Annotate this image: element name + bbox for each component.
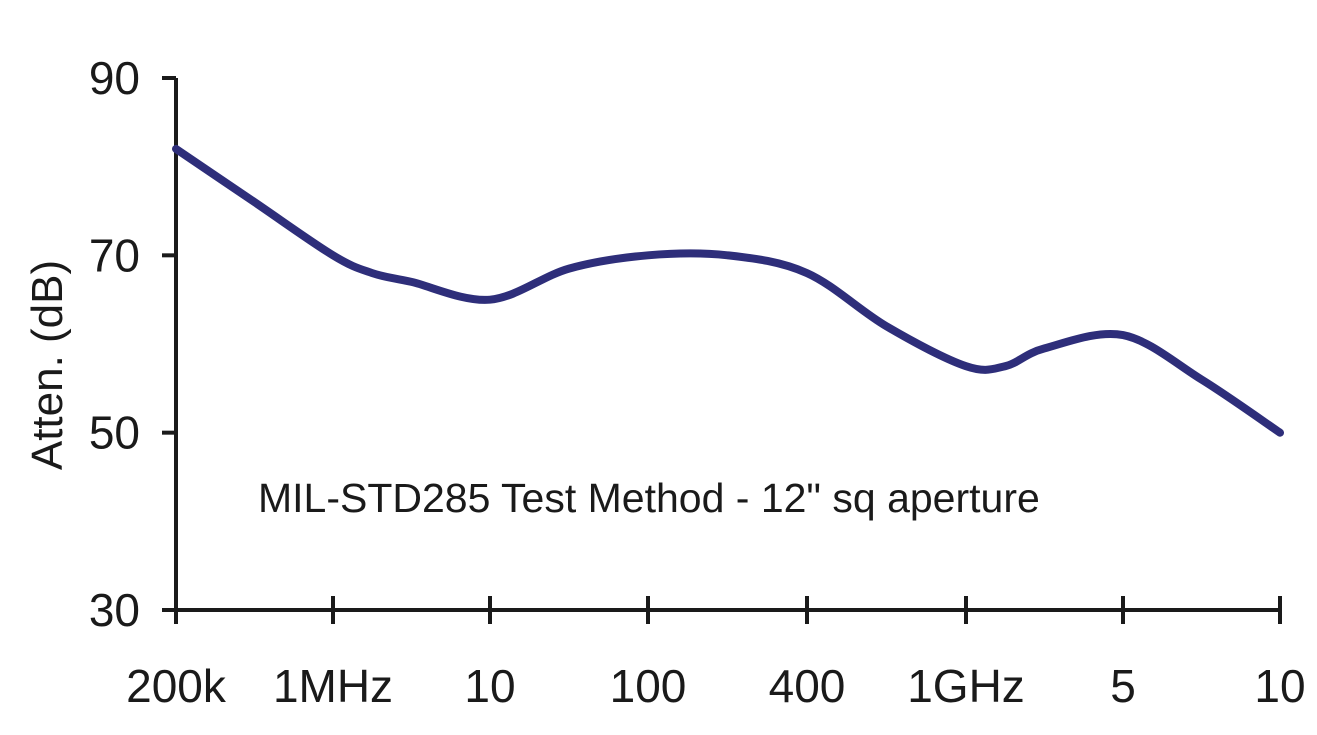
y-tick-label: 30 (89, 584, 140, 636)
x-tick-label: 10 (464, 660, 515, 712)
series-line (172, 144, 1284, 437)
x-tick-label: 5 (1110, 660, 1136, 712)
y-axis-title: Atten. (dB) (23, 260, 72, 470)
y-tick-label: 50 (89, 407, 140, 459)
x-axis-ticks: 200k 1MHz 10 100 400 1GHz 5 10 (126, 596, 1306, 712)
x-tick-label: 1MHz (273, 660, 393, 712)
x-tick-label: 10 (1254, 660, 1305, 712)
y-tick-label: 90 (89, 52, 140, 104)
x-tick-label: 400 (769, 660, 846, 712)
x-tick-label: 100 (610, 660, 687, 712)
x-tick-label: 1GHz (907, 660, 1025, 712)
x-tick-label: 200k (126, 660, 227, 712)
chart-annotation: MIL-STD285 Test Method - 12" sq aperture (258, 475, 1040, 521)
y-tick-label: 70 (89, 229, 140, 281)
y-axis-ticks: 30 50 70 90 (89, 52, 176, 636)
